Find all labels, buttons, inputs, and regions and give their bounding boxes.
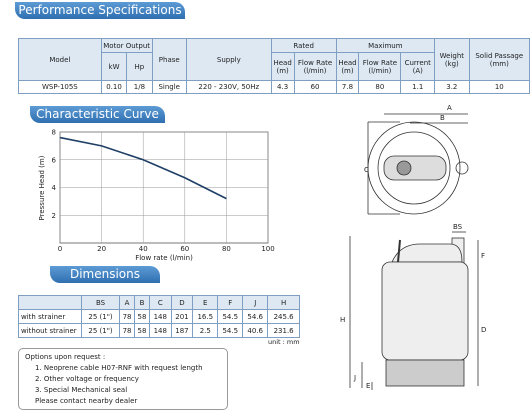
cell: 231.6 bbox=[267, 323, 300, 338]
header: Solid Passage (mm) bbox=[468, 38, 531, 81]
y-tick-label: 8 bbox=[52, 129, 56, 137]
y-axis-label: Pressure Head (m) bbox=[38, 155, 46, 220]
banner: Characteristic Curve bbox=[30, 106, 165, 123]
dim-label: D bbox=[481, 326, 486, 334]
header: Head bbox=[273, 58, 292, 67]
curve bbox=[59, 136, 227, 200]
header: Current (A) bbox=[400, 52, 436, 81]
option-item: 1. Neoprene cable H07-RNF with request l… bbox=[35, 364, 203, 372]
y-tick-label: 6 bbox=[52, 156, 57, 164]
header: BS bbox=[80, 295, 121, 310]
cell: 60 bbox=[293, 80, 337, 94]
header: Flow Rate bbox=[362, 58, 398, 67]
header: Flow Rate (l/min) bbox=[358, 52, 402, 81]
dim-label: B bbox=[440, 114, 445, 122]
options-box: Options upon request : 1. Neoprene cable… bbox=[18, 348, 228, 410]
top-view bbox=[367, 113, 469, 215]
x-tick-label: 0 bbox=[58, 245, 62, 253]
x-tick-label: 100 bbox=[261, 245, 274, 253]
x-axis-label: Flow rate (l/min) bbox=[135, 254, 193, 262]
dim-row: without strainer 25 (1") 78 58 148 187 2.5 54.5… bbox=[18, 323, 300, 338]
drawing-labels: A B C BS F H D J E bbox=[340, 104, 486, 390]
header: (m) bbox=[276, 66, 289, 75]
option-item: 2. Other voltage or frequency bbox=[35, 375, 139, 383]
header: (l/min) bbox=[368, 66, 392, 75]
y-tick-label: 4 bbox=[52, 184, 57, 192]
header: B bbox=[134, 295, 150, 310]
header: Weight bbox=[439, 51, 464, 60]
cell: 4.3 bbox=[270, 80, 295, 94]
header: Flow Rate (l/min) bbox=[293, 52, 337, 81]
option-item: 3. Special Mechanical seal bbox=[35, 386, 128, 394]
dim-label: C bbox=[364, 166, 369, 174]
x-tick-label: 40 bbox=[139, 245, 148, 253]
header: (kg) bbox=[444, 59, 459, 68]
x-tick-label: 80 bbox=[222, 245, 231, 253]
y-tick-label: 2 bbox=[52, 212, 56, 220]
header: C bbox=[148, 295, 172, 310]
x-tick-label: 60 bbox=[180, 245, 189, 253]
header: (A) bbox=[412, 66, 423, 75]
header: Solid Passage bbox=[475, 51, 524, 60]
header: Current bbox=[404, 58, 431, 67]
options-footer: Please contact nearby dealer bbox=[35, 397, 138, 405]
header: Head bbox=[338, 58, 357, 67]
banner: Dimensions bbox=[50, 266, 160, 283]
dim-label: H bbox=[340, 316, 345, 324]
header: Hp bbox=[126, 52, 153, 81]
cell: 1.1 bbox=[400, 80, 436, 94]
dim-header-row: BS A B C D E F J H bbox=[18, 295, 300, 310]
cell: 220 - 230V, 50Hz bbox=[185, 80, 272, 94]
header: kW bbox=[100, 52, 128, 81]
cell: 1/8 bbox=[126, 80, 153, 94]
cell: 0.10 bbox=[100, 80, 128, 94]
cell: 40.6 bbox=[242, 323, 269, 338]
cell: 25 (1") bbox=[80, 323, 121, 338]
cell: 80 bbox=[358, 80, 402, 94]
options-list: 1. Neoprene cable H07-RNF with request l… bbox=[25, 363, 221, 396]
dim-table: BS A B C D E F J H with strainer 25 (1") 78 58 148 20… bbox=[18, 295, 300, 338]
header: Maximum bbox=[335, 38, 436, 53]
header: (mm) bbox=[489, 59, 509, 68]
header: D bbox=[170, 295, 194, 310]
header: Weight (kg) bbox=[434, 38, 470, 81]
header: H bbox=[267, 295, 300, 310]
header: (l/min) bbox=[303, 66, 327, 75]
header: J bbox=[242, 295, 269, 310]
dim-label: F bbox=[481, 252, 485, 260]
dim-label: BS bbox=[453, 223, 463, 231]
dim-label: J bbox=[353, 374, 356, 382]
cell: Single bbox=[151, 80, 187, 94]
options-title: Options upon request : bbox=[25, 353, 106, 361]
x-tick-label: 20 bbox=[97, 245, 106, 253]
cell: 58 bbox=[134, 323, 150, 338]
banner: Performance Specifications bbox=[15, 2, 185, 19]
header: Supply bbox=[185, 38, 272, 81]
header: Flow Rate bbox=[297, 58, 333, 67]
header: Phase bbox=[151, 38, 187, 81]
chart: Flow rate (l/min) Pressure Head (m) 0 20 4… bbox=[38, 129, 275, 263]
dim-label: A bbox=[447, 104, 452, 112]
header: Rated bbox=[270, 38, 337, 53]
side-view bbox=[349, 231, 479, 390]
header: Head (m) bbox=[270, 52, 295, 81]
header: (m) bbox=[341, 66, 354, 75]
dim-label: E bbox=[366, 382, 370, 390]
header: A bbox=[119, 295, 136, 310]
spec-table: Model Motor Output Phase Supply Rated Ma… bbox=[18, 38, 531, 94]
spec-row: WSP-105S 0.10 1/8 Single 220 - 230V, 50Hz 4.3… bbox=[18, 80, 531, 94]
cell: 10 bbox=[468, 80, 531, 94]
unit-note: unit : mm bbox=[268, 338, 300, 346]
cell: WSP-105S bbox=[18, 80, 102, 94]
